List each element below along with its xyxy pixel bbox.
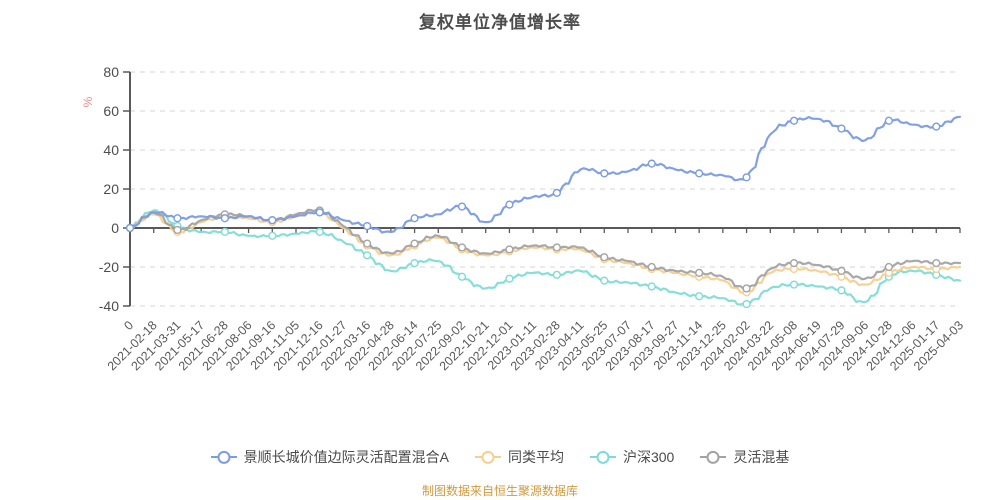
legend-label: 景顺长城价值边际灵活配置混合A	[243, 449, 449, 465]
data-point-marker	[220, 227, 229, 237]
series-2	[125, 209, 962, 309]
chart-title: 复权单位净值增长率	[419, 13, 581, 32]
data-point-marker	[789, 116, 799, 125]
legend-label: 沪深300	[622, 449, 675, 465]
data-point-marker	[647, 262, 656, 272]
data-source-note: 制图数据来自恒生聚源数据库	[421, 484, 578, 498]
data-point-marker	[173, 225, 182, 235]
series-line	[128, 210, 962, 294]
legend-item-peer-average[interactable]: 同类平均	[474, 447, 564, 467]
legend-label: 灵活混基	[733, 449, 790, 465]
data-point-marker	[647, 282, 656, 291]
data-point-marker	[552, 243, 561, 252]
x-axis	[129, 227, 961, 233]
data-point-marker	[884, 116, 893, 125]
y-tick-label: 0	[111, 220, 119, 236]
y-axis-unit-label: %	[81, 96, 95, 107]
data-point-marker	[125, 223, 135, 233]
y-tick-label: 60	[103, 103, 119, 119]
line-marker-icon	[474, 456, 501, 458]
data-point-marker	[932, 122, 941, 131]
data-point-marker	[695, 169, 704, 178]
legend-item-flexible-hybrid[interactable]: 灵活混基	[700, 447, 789, 467]
y-tick-label: -20	[99, 259, 119, 275]
data-point-marker	[742, 284, 751, 293]
x-axis-labels: 02021-02-182021-03-312021-05-172021-06-2…	[105, 318, 966, 373]
series-line	[128, 209, 962, 306]
line-marker-icon	[700, 456, 727, 458]
data-point-marker	[505, 274, 514, 283]
x-tick-label: 0	[121, 318, 136, 333]
data-point-marker	[220, 214, 229, 223]
series-line	[128, 115, 962, 234]
data-point-marker	[268, 231, 277, 240]
data-point-marker	[363, 251, 372, 260]
data-point-marker	[837, 124, 846, 133]
data-point-marker	[173, 214, 182, 223]
data-point-marker	[837, 286, 846, 295]
line-marker-icon	[589, 456, 616, 458]
legend-item-fund-a[interactable]: 景顺长城价值边际灵活配置混合A	[210, 447, 449, 467]
data-point-marker	[600, 253, 609, 262]
data-point-marker	[363, 239, 372, 248]
data-point-marker	[647, 159, 656, 168]
data-point-marker	[505, 200, 514, 209]
data-point-marker	[505, 245, 514, 254]
y-tick-label: -40	[99, 298, 119, 314]
data-point-marker	[457, 202, 467, 211]
data-point-marker	[410, 239, 419, 248]
data-point-marker	[932, 259, 941, 268]
gridlines	[130, 71, 960, 307]
data-point-marker	[315, 227, 324, 237]
data-point-marker	[552, 270, 561, 279]
data-point-marker	[410, 214, 419, 223]
data-point-marker	[789, 280, 799, 289]
data-point-marker	[695, 268, 704, 277]
data-point-marker	[695, 292, 704, 301]
data-point-marker	[457, 243, 467, 252]
data-point-marker	[837, 266, 846, 276]
data-point-marker	[410, 259, 419, 268]
y-tick-label: 40	[103, 142, 119, 158]
series-0	[125, 115, 962, 234]
data-point-marker	[742, 173, 751, 182]
y-tick-label: 80	[103, 64, 119, 80]
data-point-marker	[457, 272, 467, 281]
data-point-marker	[742, 299, 751, 309]
data-point-marker	[884, 262, 893, 272]
y-tick-label: 20	[103, 181, 119, 197]
data-point-marker	[600, 276, 609, 285]
line-marker-icon	[210, 456, 237, 458]
legend-label: 同类平均	[507, 449, 564, 465]
data-point-marker	[600, 169, 609, 178]
data-point-marker	[552, 188, 561, 198]
series-1	[125, 208, 962, 297]
legend-item-csi300[interactable]: 沪深300	[589, 447, 675, 467]
data-point-marker	[363, 221, 372, 231]
data-point-marker	[315, 208, 324, 217]
data-point-marker	[789, 259, 799, 268]
chart-legend: 景顺长城价值边际灵活配置混合A 同类平均 沪深300 灵活混基	[0, 447, 1000, 467]
y-axis: 80 60 40 20 0 -20 -40%	[81, 64, 131, 314]
data-point-marker	[268, 216, 277, 225]
